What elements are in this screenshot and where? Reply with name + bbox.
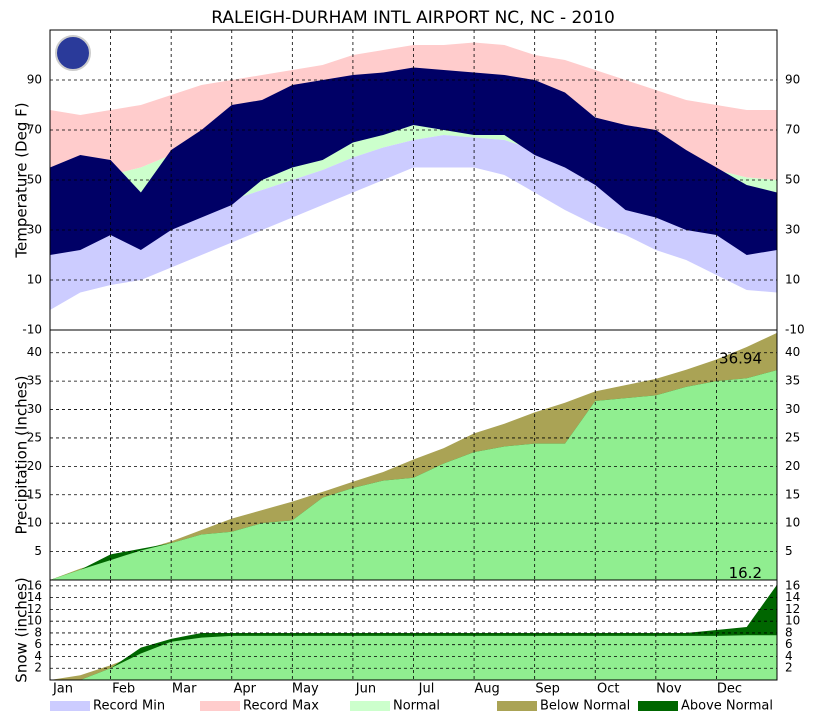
y-tick-label-right: 50 bbox=[785, 173, 800, 187]
y-tick-label: 16 bbox=[27, 578, 42, 592]
end-value-label: 16.2 bbox=[729, 564, 762, 582]
y-tick-label-right: 10 bbox=[785, 614, 800, 628]
logo bbox=[55, 35, 91, 71]
y-tick-label: 20 bbox=[27, 459, 42, 473]
y-tick-label: -10 bbox=[22, 323, 42, 337]
y-tick-label-right: 30 bbox=[785, 402, 800, 416]
y-tick-label-right: 40 bbox=[785, 345, 800, 359]
y-tick-label: 40 bbox=[27, 345, 42, 359]
y-tick-label-right: 2 bbox=[785, 661, 793, 675]
y-tick-label-right: 10 bbox=[785, 516, 800, 530]
x-tick-label: Feb bbox=[112, 682, 135, 697]
x-tick-label: May bbox=[292, 682, 319, 697]
x-tick-label: Dec bbox=[717, 682, 742, 697]
y-tick-label-right: 6 bbox=[785, 637, 793, 651]
x-tick-label: Mar bbox=[172, 682, 197, 697]
y-tick-label-right: 20 bbox=[785, 459, 800, 473]
y-tick-label-right: 30 bbox=[785, 223, 800, 237]
y-axis-label: Precipitation (Inches) bbox=[13, 376, 31, 535]
y-tick-label: 6 bbox=[34, 637, 42, 651]
y-tick-label-right: 25 bbox=[785, 430, 800, 444]
x-tick-label: Jun bbox=[355, 682, 376, 697]
y-tick-label-right: 4 bbox=[785, 649, 793, 663]
y-tick-label-right: 12 bbox=[785, 602, 800, 616]
y-tick-label: 15 bbox=[27, 487, 42, 501]
x-tick-label: Jul bbox=[418, 682, 435, 697]
legend-swatch bbox=[497, 701, 537, 711]
y-tick-label-right: 70 bbox=[785, 123, 800, 137]
y-tick-label: 8 bbox=[34, 625, 42, 639]
y-tick-label: 10 bbox=[27, 516, 42, 530]
y-tick-label-right: 15 bbox=[785, 487, 800, 501]
y-tick-label-right: 90 bbox=[785, 73, 800, 87]
legend-label: Record Min bbox=[93, 699, 165, 714]
y-tick-label: 5 bbox=[34, 544, 42, 558]
x-tick-label: Nov bbox=[656, 682, 682, 697]
y-tick-label: 70 bbox=[27, 123, 42, 137]
legend-swatch bbox=[638, 701, 678, 711]
y-tick-label: 10 bbox=[27, 273, 42, 287]
y-tick-label-right: 14 bbox=[785, 590, 800, 604]
y-tick-label-right: 35 bbox=[785, 374, 800, 388]
y-tick-label-right: 16 bbox=[785, 578, 800, 592]
x-tick-label: Apr bbox=[234, 682, 257, 697]
y-tick-label-right: 8 bbox=[785, 625, 793, 639]
y-tick-label-right: 10 bbox=[785, 273, 800, 287]
y-tick-label: 4 bbox=[34, 649, 42, 663]
y-tick-label: 30 bbox=[27, 402, 42, 416]
end-value-label: 36.94 bbox=[719, 350, 762, 368]
legend-label: Below Normal bbox=[540, 699, 630, 714]
x-tick-label: Jan bbox=[52, 682, 73, 697]
legend-swatch bbox=[50, 701, 90, 711]
y-tick-label: 25 bbox=[27, 430, 42, 444]
y-tick-label: 90 bbox=[27, 73, 42, 87]
legend-swatch bbox=[350, 701, 390, 711]
chart-title: RALEIGH-DURHAM INTL AIRPORT NC, NC - 201… bbox=[211, 8, 615, 28]
y-tick-label: 2 bbox=[34, 661, 42, 675]
record-max-area bbox=[50, 42, 777, 180]
y-tick-label: 50 bbox=[27, 173, 42, 187]
legend-label: Record Max bbox=[243, 699, 319, 714]
y-tick-label: 10 bbox=[27, 614, 42, 628]
y-axis-label: Snow (inches) bbox=[13, 577, 31, 682]
panel-frame bbox=[49, 579, 778, 681]
y-tick-label: 14 bbox=[27, 590, 42, 604]
x-tick-label: Sep bbox=[535, 682, 560, 697]
legend-label: Above Normal bbox=[681, 699, 773, 714]
y-tick-label-right: -10 bbox=[785, 323, 805, 337]
legend-swatch bbox=[200, 701, 240, 711]
y-tick-label: 30 bbox=[27, 223, 42, 237]
x-tick-label: Aug bbox=[474, 682, 499, 697]
legend-label: Normal bbox=[393, 699, 440, 714]
y-tick-label-right: 5 bbox=[785, 544, 793, 558]
y-tick-label: 12 bbox=[27, 602, 42, 616]
x-tick-label: Oct bbox=[597, 682, 619, 697]
y-tick-label: 35 bbox=[27, 374, 42, 388]
y-axis-label: Temperature (Deg F) bbox=[13, 102, 31, 258]
